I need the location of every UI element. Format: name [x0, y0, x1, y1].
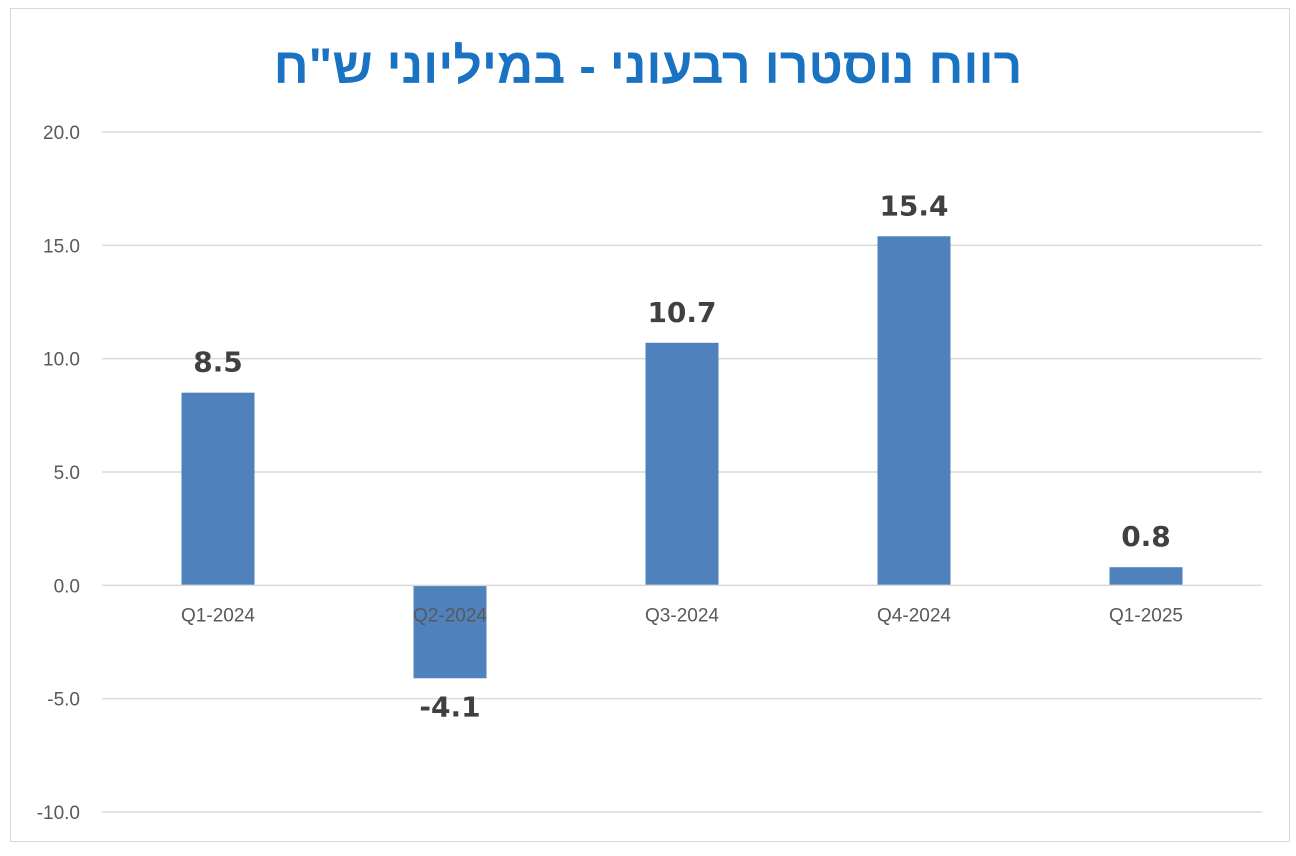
y-tick-label: 0.0 — [54, 576, 80, 597]
y-tick-label: -10.0 — [37, 803, 80, 824]
y-tick-label: 10.0 — [43, 350, 80, 371]
y-tick-label: 15.0 — [43, 236, 80, 257]
y-axis-ticks: 20.0 15.0 10.0 5.0 0.0 -5.0 -10.0 — [37, 123, 80, 824]
bars — [181, 236, 1183, 679]
x-category-label: Q4-2024 — [877, 605, 951, 626]
x-axis-categories: Q1-2024 Q2-2024 Q3-2024 Q4-2024 Q1-2025 — [181, 605, 1183, 626]
data-label: 8.5 — [193, 346, 243, 379]
data-label: -4.1 — [419, 690, 480, 723]
bar-q1-2025 — [1109, 567, 1183, 586]
y-tick-label: -5.0 — [47, 690, 80, 711]
data-label: 10.7 — [647, 296, 716, 329]
chart-title: רווח נוסטרו רבעוני - במיליוני ש"ח — [273, 38, 1023, 94]
data-label: 0.8 — [1121, 520, 1171, 553]
bar-q3-2024 — [645, 342, 719, 586]
y-tick-label: 20.0 — [43, 123, 80, 144]
x-category-label: Q1-2025 — [1109, 605, 1183, 626]
y-tick-label: 5.0 — [54, 463, 80, 484]
bar-q1-2024 — [181, 392, 255, 586]
data-labels: 8.5 -4.1 10.7 15.4 0.8 — [193, 189, 1171, 723]
bar-q2-2024 — [413, 585, 487, 679]
x-category-label: Q3-2024 — [645, 605, 719, 626]
bar-q4-2024 — [877, 236, 951, 586]
data-label: 15.4 — [879, 189, 948, 222]
x-category-label: Q2-2024 — [413, 605, 487, 626]
x-category-label: Q1-2024 — [181, 605, 255, 626]
